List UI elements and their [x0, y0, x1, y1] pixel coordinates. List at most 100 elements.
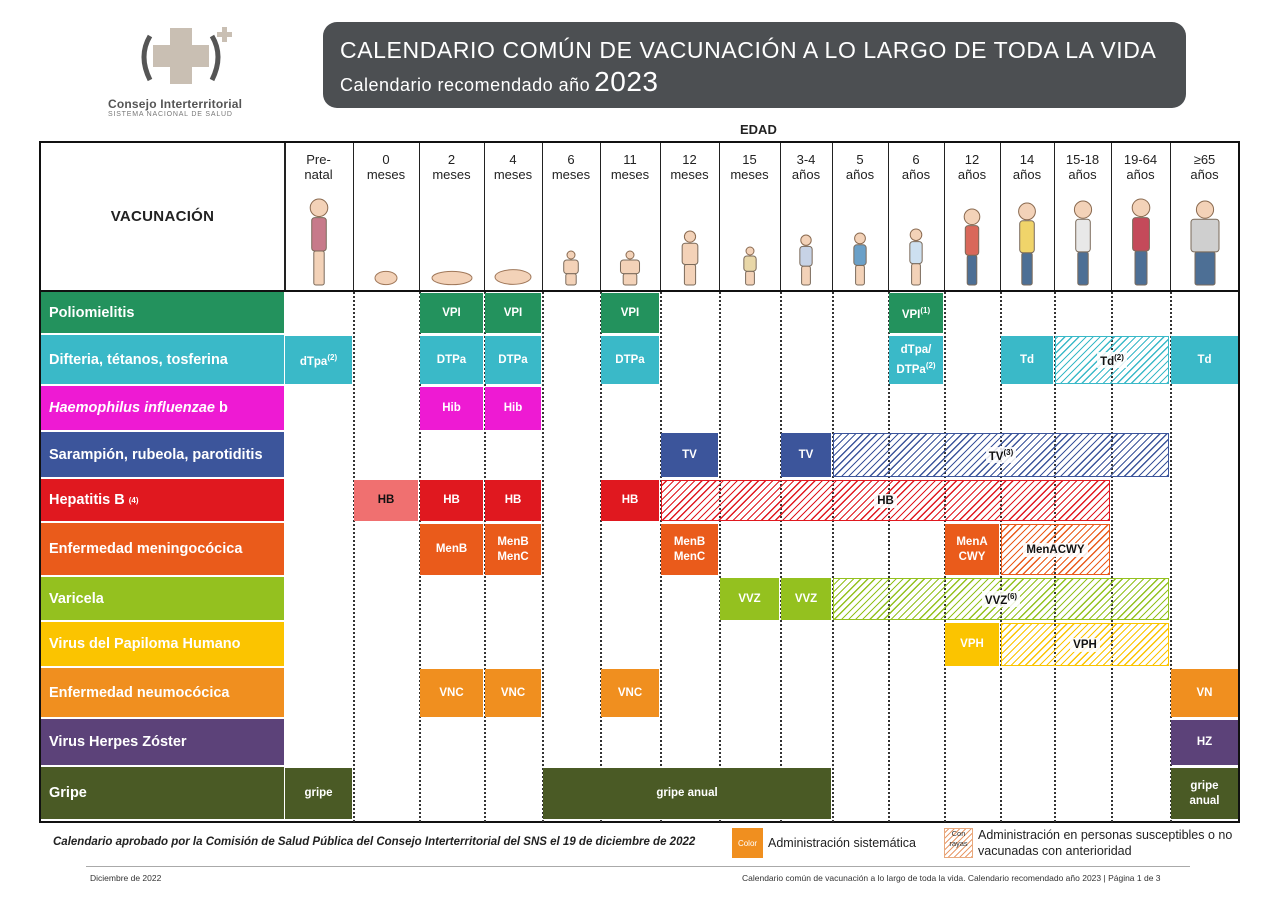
person-illustration — [542, 196, 600, 286]
age-value: 6 — [567, 152, 575, 167]
header-column-divider — [484, 143, 485, 290]
dose-cell: MenA CWY — [945, 524, 999, 575]
dose-label: VNC — [439, 686, 463, 701]
person-illustration — [1000, 196, 1054, 286]
age-unit: meses — [493, 167, 533, 182]
header-column-divider — [353, 143, 354, 290]
person-illustration — [1054, 196, 1111, 286]
legend-stripes-label-2: rayas — [949, 839, 968, 848]
age-unit: años — [1190, 167, 1219, 182]
dose-cell: VNC — [485, 669, 541, 717]
dose-text: HB — [504, 494, 522, 506]
dose-label: TV — [682, 448, 697, 463]
dose-cell: MenB — [420, 524, 483, 575]
person-illustration — [419, 196, 484, 286]
vaccine-name: Gripe — [49, 785, 87, 801]
dose-label: gripe anual — [656, 786, 717, 801]
age-unit: años — [957, 167, 987, 182]
vaccine-name: Hepatitis B — [49, 492, 125, 508]
page-title: CALENDARIO COMÚN DE VACUNACIÓN A LO LARG… — [340, 37, 1157, 63]
person-illustration — [780, 196, 832, 286]
dose-text: MenA — [956, 535, 988, 548]
dose-cell: VPI(1) — [889, 293, 943, 333]
dose-label: VPI — [442, 306, 461, 321]
column-dotted-divider — [600, 292, 602, 822]
vacunacion-header: VACUNACIÓN — [110, 208, 215, 225]
age-label: 12 años — [944, 152, 1000, 182]
title-banner: CALENDARIO COMÚN DE VACUNACIÓN A LO LARG… — [323, 22, 1186, 108]
dose-text: MenB — [435, 543, 468, 555]
dose-label: DTPa — [498, 353, 527, 368]
header-column-divider — [284, 143, 286, 290]
person-illustration — [1111, 196, 1170, 286]
vaccine-name: Varicela — [49, 590, 104, 607]
header-column-divider — [1170, 143, 1171, 290]
dose-cell: VPH — [945, 623, 999, 666]
dose-cell: DTPa — [601, 336, 659, 384]
dose-footnote-ref: (6) — [1007, 591, 1018, 601]
person-illustration — [888, 196, 944, 286]
age-unit: años — [791, 167, 821, 182]
vaccine-row-label: Poliomielitis — [41, 292, 284, 335]
dose-cell: gripe anual — [1171, 768, 1238, 819]
dose-cell: dTpa(2) — [285, 336, 352, 384]
dose-cell: Td — [1001, 336, 1053, 384]
dose-label: VVZ(6) — [981, 590, 1021, 608]
dose-label: HZ — [1197, 735, 1212, 750]
legend-stripes-text: Administración en personas susceptibles … — [978, 828, 1233, 858]
dose-text: Td — [1019, 353, 1035, 366]
dose-cell: Td — [1171, 336, 1238, 384]
dose-label: HB — [443, 493, 460, 508]
year: 2023 — [594, 66, 659, 97]
header-column-divider — [419, 143, 420, 290]
age-value: 0 — [382, 152, 390, 167]
age-value: 11 — [623, 152, 637, 167]
vaccine-name: Virus del Papiloma Humano — [49, 636, 241, 652]
age-value: 14 — [1019, 152, 1035, 167]
dose-text: TV — [988, 450, 1004, 463]
edad-label: EDAD — [740, 122, 777, 137]
dose-text: Hib — [442, 402, 461, 414]
dose-cell: TV — [661, 433, 718, 477]
dose-label: gripe — [304, 786, 332, 801]
dose-cell: VNC — [420, 669, 483, 717]
age-label: 12 meses — [660, 152, 719, 182]
column-dotted-divider — [832, 292, 834, 822]
dose-label: VPH — [960, 637, 984, 652]
header-column-divider — [660, 143, 661, 290]
age-unit: meses — [551, 167, 591, 182]
dose-label: Td — [1197, 353, 1211, 368]
age-unit: años — [901, 167, 931, 182]
dose-text: TV — [798, 448, 814, 461]
dose-text: VPI — [901, 308, 921, 321]
age-value: 2 — [447, 152, 456, 167]
dose-footnote-ref: (2) — [925, 360, 936, 370]
dose-label: MenACWY — [1023, 542, 1088, 557]
column-dotted-divider — [888, 292, 890, 822]
person-illustration — [719, 196, 780, 286]
dose-label: VVZ — [795, 592, 817, 607]
vaccine-row-label: Virus Herpes Zóster — [41, 719, 284, 767]
logo-name: Consejo Interterritorial — [108, 97, 243, 111]
vaccine-name: Virus Herpes Zóster — [49, 734, 187, 750]
dose-label: VNC — [618, 686, 642, 701]
column-dotted-divider — [542, 292, 544, 822]
dose-cell: VNC — [601, 669, 659, 717]
dose-label: VPI(1) — [902, 303, 930, 323]
person-illustration — [1170, 196, 1239, 286]
dose-cell: HB — [354, 480, 418, 521]
vaccine-row-label: Haemophilus influenzae b — [41, 386, 284, 432]
dose-cell: VPI — [420, 293, 483, 333]
vaccine-name: Difteria, tétanos, tosferina — [49, 351, 228, 368]
vaccine-row-label: Gripe — [41, 767, 284, 821]
age-label: Pre-natal — [284, 152, 353, 182]
footer-date: Diciembre de 2022 — [90, 873, 162, 883]
consejo-interterritorial-logo — [141, 27, 232, 84]
dose-text: VN — [1196, 686, 1213, 699]
dose-text: gripe — [304, 787, 333, 799]
dose-text: VVZ — [984, 594, 1008, 607]
dose-text: VPH — [1073, 638, 1097, 651]
age-unit: meses — [670, 167, 709, 182]
dose-text-line2: anual — [1189, 794, 1220, 807]
